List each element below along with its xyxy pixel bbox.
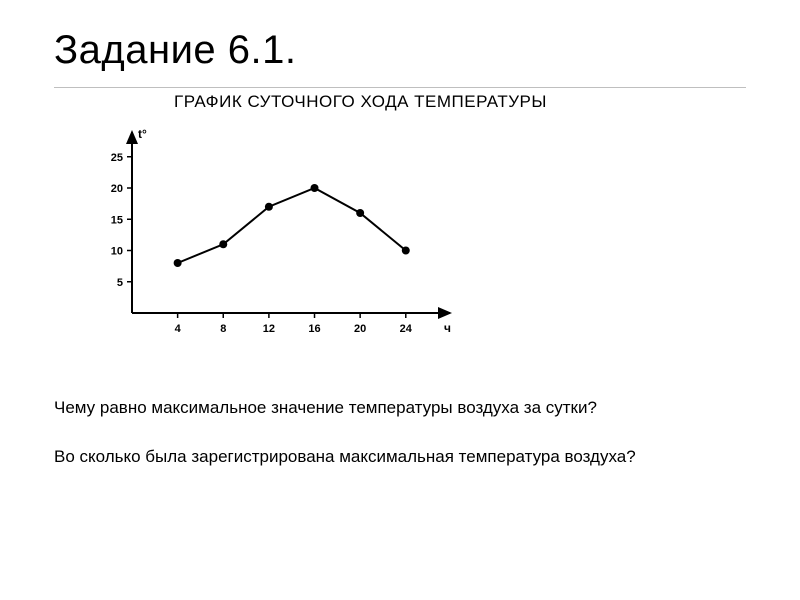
svg-text:10: 10 <box>111 246 123 258</box>
svg-text:5: 5 <box>117 277 123 289</box>
svg-text:t°: t° <box>138 127 147 141</box>
svg-text:25: 25 <box>111 152 123 164</box>
page-title: Задание 6.1. <box>54 28 746 73</box>
question-1: Чему равно максимальное значение темпера… <box>54 397 746 420</box>
svg-text:15: 15 <box>111 214 123 226</box>
svg-text:20: 20 <box>354 323 366 335</box>
questions-block: Чему равно максимальное значение темпера… <box>54 397 746 469</box>
svg-text:16: 16 <box>308 323 320 335</box>
question-2: Во сколько была зарегистрирована максима… <box>54 446 746 469</box>
svg-text:8: 8 <box>220 323 226 335</box>
chart-container: 5 10 15 20 25 4 8 12 16 20 24 t° ч <box>84 124 464 349</box>
title-rule <box>54 87 746 88</box>
chart-subtitle: ГРАФИК СУТОЧНОГО ХОДА ТЕМПЕРАТУРЫ <box>174 92 746 112</box>
svg-text:24: 24 <box>400 323 413 335</box>
slide: Задание 6.1. ГРАФИК СУТОЧНОГО ХОДА ТЕМПЕ… <box>0 0 800 600</box>
svg-text:4: 4 <box>175 323 182 335</box>
svg-text:12: 12 <box>263 323 275 335</box>
temperature-chart: 5 10 15 20 25 4 8 12 16 20 24 t° ч <box>84 124 464 349</box>
svg-text:20: 20 <box>111 183 123 195</box>
svg-text:ч: ч <box>444 321 451 335</box>
